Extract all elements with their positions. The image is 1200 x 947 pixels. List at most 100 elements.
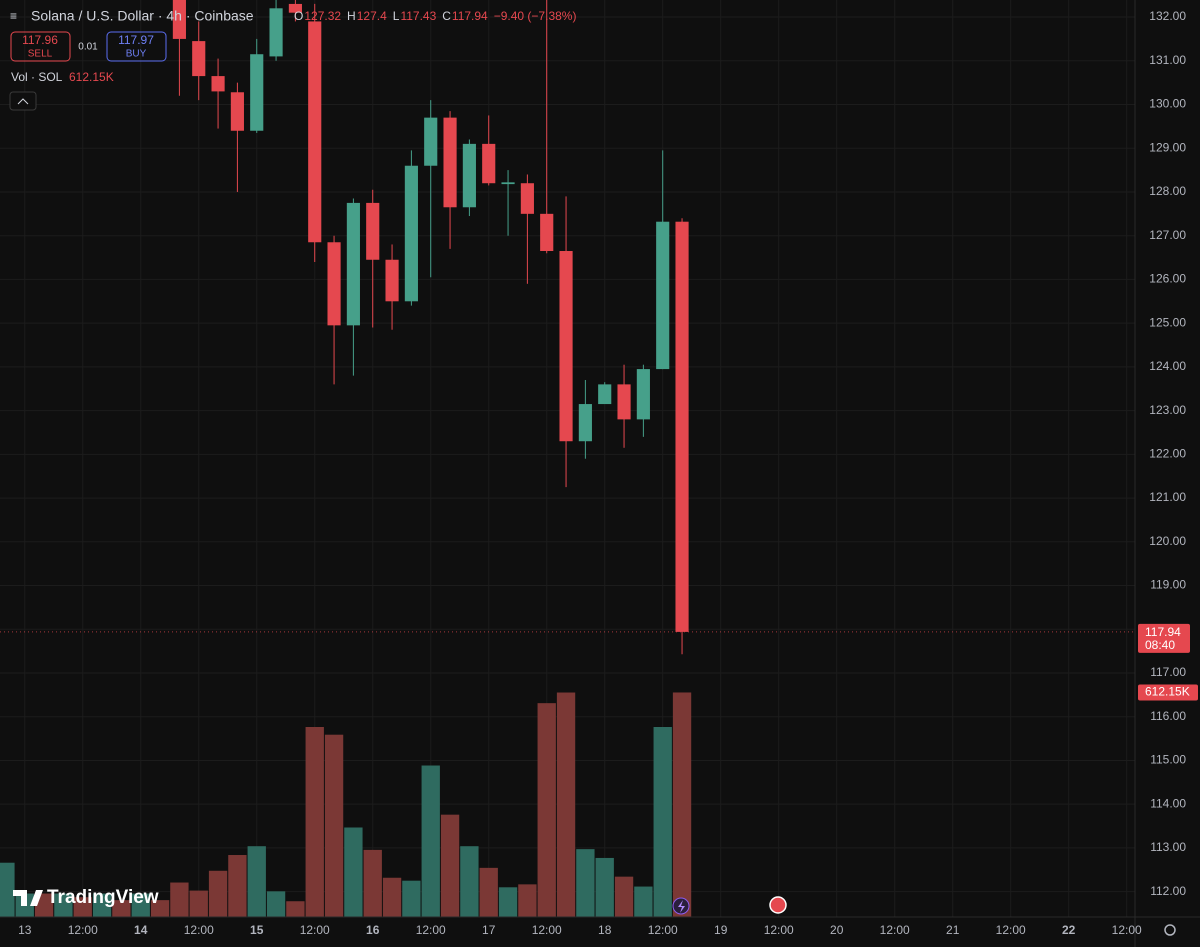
last-price-badge — [1138, 623, 1190, 653]
candles — [0, 0, 1135, 655]
y-tick-label: 114.00 — [1150, 796, 1186, 810]
economic-event-icon[interactable] — [769, 896, 787, 914]
volume-bar — [634, 886, 653, 917]
candle-body — [327, 242, 341, 326]
volume-bar — [614, 876, 634, 917]
spread: 0.01 — [78, 42, 98, 53]
volume-bar — [595, 857, 614, 917]
buy-button[interactable] — [106, 31, 167, 62]
y-tick-label: 115.00 — [1150, 753, 1186, 767]
volume-bar — [402, 880, 421, 917]
x-tick-label: 20 — [830, 923, 844, 937]
volume-badge-label: 612.15K — [1145, 685, 1190, 699]
buy-label: BUY — [126, 49, 147, 60]
candle-body — [385, 259, 399, 302]
ohlc-key: H — [347, 9, 356, 23]
candle-body — [346, 202, 360, 326]
settings-icon[interactable] — [1164, 924, 1176, 936]
x-tick-label: 12:00 — [300, 923, 330, 937]
ohlc-key: O — [294, 9, 303, 23]
x-tick-label: 14 — [134, 923, 148, 937]
y-tick-label: 113.00 — [1150, 840, 1186, 854]
candle-body — [559, 251, 573, 442]
event-glyph — [678, 900, 685, 913]
volume-bar — [440, 814, 460, 917]
y-tick-label: 132.00 — [1149, 9, 1186, 23]
ohlc-key: C — [442, 9, 451, 23]
ohlc-value: 127.4 — [357, 9, 387, 23]
candle-body — [192, 41, 206, 77]
candle-body — [211, 76, 225, 92]
sell-label: SELL — [28, 49, 53, 60]
candle-body — [404, 165, 418, 302]
y-tick-label: 121.00 — [1149, 490, 1186, 504]
y-tick-label: 112.00 — [1150, 884, 1186, 898]
candle-body — [656, 221, 670, 370]
status-dot — [272, 12, 282, 22]
volume-bar — [150, 900, 170, 917]
logo-text: TradingView — [47, 887, 159, 908]
volume-bar — [208, 870, 228, 917]
y-tick-label: 120.00 — [1149, 534, 1186, 548]
volume-bar — [228, 855, 247, 917]
volume-bar — [518, 884, 537, 917]
y-tick-label: 117.00 — [1150, 665, 1186, 679]
symbol-title: Solana / U.S. Dollar · 4h · Coinbase — [31, 8, 254, 24]
volume-bar — [92, 893, 112, 917]
axes: 132.00 131.00 130.00 129.00 128.00 127.00 126.… — [18, 9, 1198, 937]
volume-bar — [556, 692, 576, 917]
x-tick-label: 12:00 — [996, 923, 1026, 937]
volume-bar — [363, 849, 382, 917]
volume-bar — [344, 827, 363, 917]
candle-body — [443, 117, 457, 208]
ohlc-value: 117.43 — [400, 9, 436, 23]
collapse-button[interactable] — [9, 91, 37, 111]
volume-bar — [305, 726, 324, 917]
x-tick-label: 12:00 — [68, 923, 98, 937]
candle-body — [636, 369, 650, 420]
buy-price: 117.97 — [118, 33, 154, 47]
volume-bar — [0, 862, 15, 917]
candle-body — [675, 221, 689, 632]
x-tick-label: 12:00 — [416, 923, 446, 937]
candle-body — [617, 384, 631, 420]
y-tick-label: 127.00 — [1149, 228, 1186, 242]
candle-body — [308, 21, 322, 243]
volume-bar — [189, 890, 208, 917]
x-tick-label: 21 — [946, 923, 960, 937]
x-tick-label: 12:00 — [648, 923, 678, 937]
x-tick-label: 12:00 — [532, 923, 562, 937]
volume-bar — [672, 692, 692, 917]
volume-bar — [537, 703, 556, 917]
candle-body — [250, 54, 264, 131]
volume-bar — [498, 887, 518, 917]
menu-icon[interactable]: ≡ — [10, 9, 17, 23]
volume-bar — [421, 765, 440, 917]
logo-icon — [13, 890, 43, 906]
candle-body — [501, 182, 515, 185]
x-tick-label: 12:00 — [880, 923, 910, 937]
volume-bar — [324, 734, 344, 917]
candle-body — [578, 404, 592, 442]
volume-bar — [479, 867, 498, 917]
x-tick-label: 12:00 — [1112, 923, 1142, 937]
sell-button[interactable] — [10, 31, 71, 62]
x-tick-label: 18 — [598, 923, 612, 937]
sell-price: 117.96 — [22, 33, 58, 47]
countdown-label: 08:40 — [1145, 638, 1175, 652]
ohlc-value: 117.94 — [452, 9, 488, 23]
candle-body — [540, 213, 554, 252]
y-tick-label: 119.00 — [1150, 578, 1186, 592]
x-tick-label: 12:00 — [764, 923, 794, 937]
candle-body — [288, 3, 302, 13]
candle-body — [520, 183, 534, 214]
candle-body — [462, 143, 476, 208]
collapse-icon — [17, 98, 29, 105]
x-tick-label: 12:00 — [184, 923, 214, 937]
volume-title: Vol · SOL — [11, 70, 63, 84]
volume-bar — [73, 897, 92, 917]
volume-bar — [247, 846, 266, 917]
volume-bar — [266, 891, 286, 917]
volume-bar — [576, 849, 595, 917]
x-tick-label: 13 — [18, 923, 32, 937]
